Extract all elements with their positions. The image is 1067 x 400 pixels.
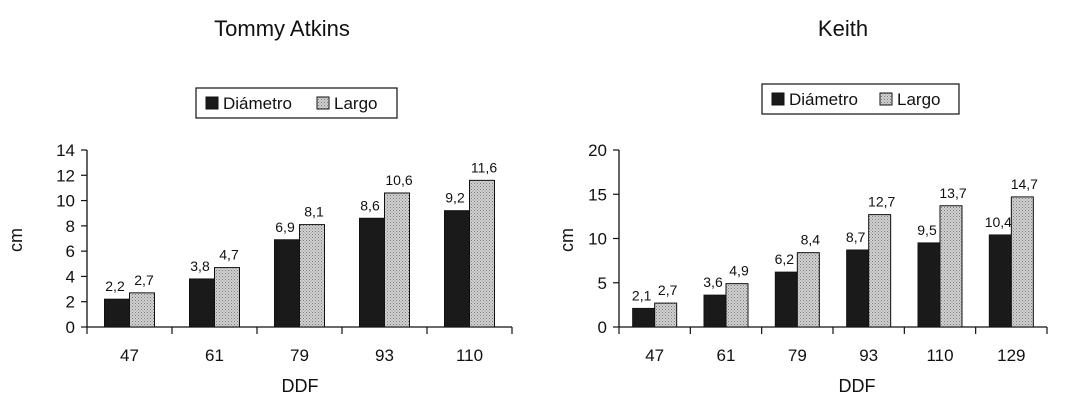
y-tick-label: 20: [588, 141, 607, 160]
data-label-diametro: 3,8: [190, 258, 210, 274]
y-tick-label: 0: [598, 318, 607, 337]
legend-label-largo: Largo: [334, 94, 377, 113]
legend-box: [761, 83, 960, 115]
chart-title: Tommy Atkins: [214, 16, 350, 41]
x-tick-label: 79: [788, 346, 807, 365]
bar-diametro: [632, 307, 656, 328]
y-tick-label: 10: [588, 230, 607, 249]
data-label-largo: 13,7: [939, 185, 966, 201]
y-tick-label: 4: [66, 267, 75, 286]
y-tick-label: 8: [66, 217, 75, 236]
bar-diametro: [917, 242, 941, 328]
legend-swatch-largo: [316, 96, 330, 110]
x-tick-label: 61: [205, 346, 224, 365]
legend-label-diametro: Diámetro: [223, 94, 292, 113]
bar-largo: [299, 224, 325, 328]
bar-diametro: [846, 249, 870, 328]
x-tick-label: 47: [645, 346, 664, 365]
data-label-largo: 14,7: [1011, 176, 1038, 192]
data-label-diametro: 2,2: [105, 278, 125, 294]
y-tick-label: 0: [66, 318, 75, 337]
x-tick-label: 79: [290, 346, 309, 365]
data-label-diametro: 8,6: [360, 197, 380, 213]
y-axis-label: cm: [557, 228, 577, 252]
data-label-diametro: 9,5: [917, 222, 937, 238]
bar-largo: [384, 192, 410, 328]
bar-diametro: [444, 210, 470, 328]
legend-label-diametro: Diámetro: [789, 90, 858, 109]
data-label-largo: 2,7: [658, 282, 678, 298]
bar-largo: [129, 292, 155, 328]
bar-largo: [868, 214, 892, 328]
bar-largo: [939, 205, 963, 328]
data-label-diametro: 3,6: [703, 274, 723, 290]
y-tick-label: 14: [56, 141, 75, 160]
bar-diametro: [703, 294, 727, 328]
data-label-diametro: 6,9: [275, 219, 295, 235]
data-label-diametro: 8,7: [846, 229, 866, 245]
x-tick-label: 93: [375, 346, 394, 365]
data-label-largo: 4,9: [729, 263, 749, 279]
y-tick-label: 2: [66, 293, 75, 312]
data-label-largo: 2,7: [134, 272, 154, 288]
data-label-largo: 8,1: [304, 204, 324, 220]
data-label-largo: 11,6: [471, 159, 497, 175]
chart-keith: Keith Diámetro Largo 0 5 10 15 20 cm 47 2,1 2,7 61 3,…: [557, 16, 1048, 396]
data-label-largo: 8,4: [801, 232, 821, 248]
bar-diametro: [359, 217, 385, 328]
bar-largo: [469, 179, 495, 328]
x-tick-label: 110: [456, 346, 483, 365]
legend: Diámetro Largo: [195, 87, 398, 119]
legend-swatch-largo: [879, 92, 893, 106]
y-tick-label: 15: [588, 185, 607, 204]
bar-diametro: [104, 298, 130, 328]
bar-largo: [725, 283, 749, 328]
y-axis-label: cm: [6, 228, 26, 252]
y-tick-label: 6: [66, 242, 75, 261]
y-tick-label: 12: [56, 166, 75, 185]
bar-diametro: [189, 278, 215, 328]
data-label-largo: 12,7: [868, 194, 895, 210]
bar-diametro: [774, 271, 798, 328]
bar-largo: [214, 267, 240, 328]
bar-diametro: [988, 234, 1012, 328]
bar-largo: [796, 252, 820, 328]
x-tick-label: 47: [120, 346, 139, 365]
data-label-diametro: 6,2: [775, 251, 795, 267]
x-tick-label: 93: [859, 346, 878, 365]
x-tick-label: 110: [926, 346, 953, 365]
x-axis-label: DDF: [839, 376, 876, 396]
bar-largo: [1010, 196, 1034, 328]
legend-swatch-diametro: [771, 92, 785, 106]
legend: Diámetro Largo: [761, 83, 960, 115]
data-label-diametro: 10,4: [985, 214, 1012, 230]
chart-title: Keith: [818, 16, 868, 41]
data-label-largo: 10,6: [385, 172, 412, 188]
bar-diametro: [274, 239, 300, 328]
data-label-largo: 4,7: [219, 247, 239, 263]
bar-largo: [654, 302, 678, 328]
chart-tommy-atkins: Tommy Atkins Diámetro Largo 0 2 4 6 8 10 12 14 cm 47…: [6, 16, 513, 396]
x-tick-label: 129: [997, 346, 1025, 365]
x-axis-label: DDF: [282, 376, 319, 396]
y-tick-label: 5: [598, 274, 607, 293]
legend-swatch-diametro: [205, 96, 219, 110]
data-label-diametro: 2,1: [632, 287, 652, 303]
data-label-diametro: 9,2: [445, 190, 465, 206]
y-tick-label: 10: [56, 192, 75, 211]
x-tick-label: 61: [717, 346, 736, 365]
legend-box: [195, 87, 398, 119]
legend-label-largo: Largo: [897, 90, 940, 109]
